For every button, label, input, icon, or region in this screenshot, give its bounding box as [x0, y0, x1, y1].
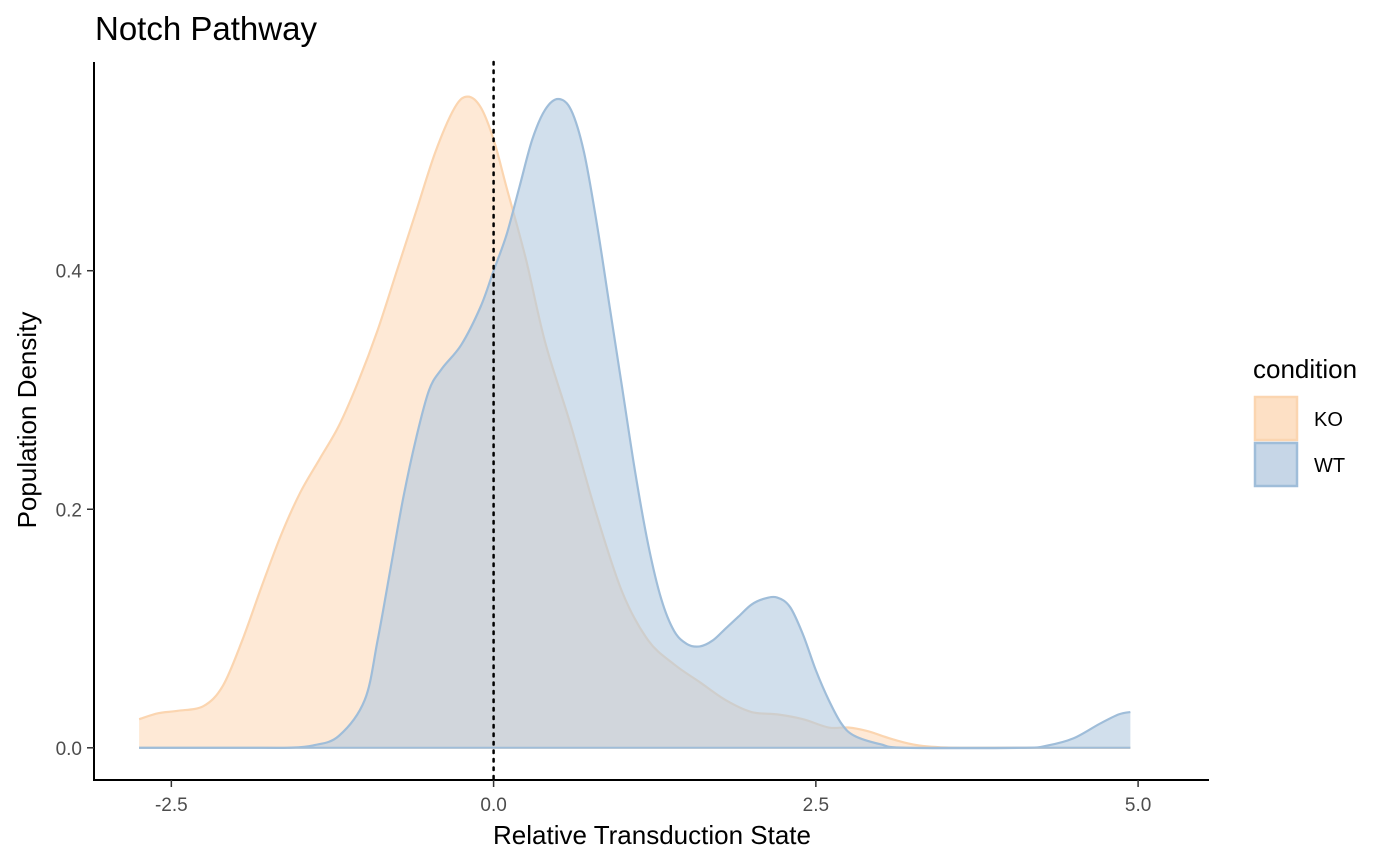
y-axis-title: Population Density [12, 312, 42, 529]
legend-label-wt: WT [1314, 455, 1345, 477]
legend-key-ko [1253, 395, 1299, 442]
x-axis-title: Relative Transduction State [493, 820, 811, 850]
x-tick-label: 2.5 [803, 795, 829, 816]
chart-title: Notch Pathway [95, 10, 317, 47]
y-tick-label: 0.0 [56, 739, 82, 760]
legend-label-ko: KO [1314, 409, 1343, 431]
density-line-wt [139, 97, 1131, 750]
y-axis-ticks: 0.0 0.2 0.4 [56, 262, 94, 760]
y-tick-label: 0.2 [56, 500, 82, 521]
x-tick-label: -2.5 [155, 795, 188, 816]
legend-title: condition [1253, 354, 1357, 384]
legend: condition KO WT [1253, 354, 1357, 488]
x-tick-label: 0.0 [480, 795, 506, 816]
x-axis-ticks: -2.5 0.0 2.5 5.0 [155, 780, 1151, 816]
plot-area [138, 60, 1131, 782]
x-tick-label: 5.0 [1125, 795, 1151, 816]
density-area-wt [139, 98, 1131, 749]
legend-key-wt [1253, 441, 1299, 488]
y-tick-label: 0.4 [56, 262, 83, 283]
